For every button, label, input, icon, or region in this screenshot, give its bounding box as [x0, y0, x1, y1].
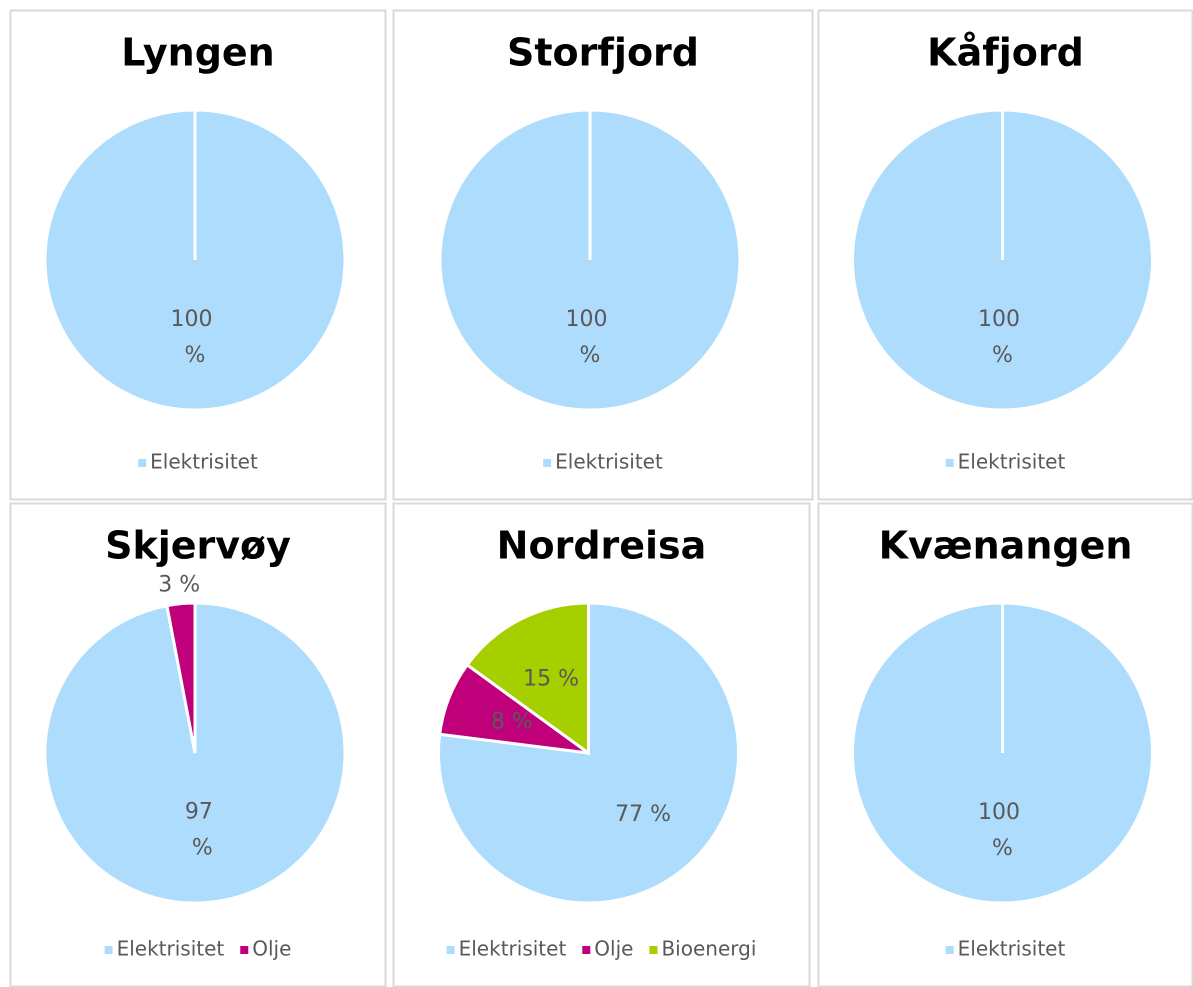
legend-swatch [649, 946, 658, 954]
data-label: 77 % [615, 802, 671, 827]
legend-swatch [582, 946, 591, 954]
legend-entry: Elektrisitet [958, 450, 1066, 474]
legend: Elektrisitet Olje [104, 937, 291, 961]
legend-swatch [945, 946, 954, 954]
legend: Elektrisitet [543, 450, 663, 474]
legend-entry: Bioenergi [661, 937, 756, 961]
legend: Elektrisitet Olje Bioenergi [446, 937, 756, 961]
pie-slice [43, 108, 347, 412]
legend-entry: Elektrisitet [555, 450, 663, 474]
legend-swatch [945, 459, 954, 467]
pie-slice [465, 601, 590, 756]
legend-entry: Elektrisitet [958, 937, 1066, 961]
data-label: 100 % [171, 307, 220, 368]
data-label: 3 % [158, 573, 200, 598]
legend-swatch [543, 459, 552, 467]
chart-title: Lyngen [121, 31, 274, 75]
data-label: 100 % [978, 800, 1027, 861]
legend-swatch [240, 946, 249, 954]
chart-title: Kvænangen [879, 524, 1133, 568]
legend: Elektrisitet [945, 937, 1066, 961]
pie-slice [851, 108, 1154, 412]
chart-title: Kåfjord [927, 31, 1084, 75]
legend-swatch [138, 459, 147, 467]
legend-entry: Olje [594, 937, 633, 961]
chart-title: Storfjord [507, 31, 699, 75]
data-label: 97 % [185, 800, 220, 861]
data-label: 15 % [523, 666, 579, 691]
data-label: 100 % [978, 307, 1027, 368]
legend-swatch [104, 946, 113, 954]
legend-swatch [446, 946, 455, 954]
legend: Elektrisitet [138, 450, 258, 474]
pie-slice [437, 601, 740, 905]
legend-entry: Olje [252, 937, 291, 961]
pie-slice [438, 108, 742, 412]
pie-slice [851, 601, 1154, 905]
legend-entry: Elektrisitet [150, 450, 258, 474]
pie-slice [165, 601, 197, 754]
chart-title: Nordreisa [497, 524, 707, 568]
data-label: 8 % [491, 710, 533, 735]
data-label: 100 % [566, 307, 615, 368]
legend-entry: Elektrisitet [117, 937, 225, 961]
chart-title: Skjervøy [105, 524, 291, 568]
legend-entry: Elektrisitet [459, 937, 567, 961]
legend: Elektrisitet [945, 450, 1066, 474]
